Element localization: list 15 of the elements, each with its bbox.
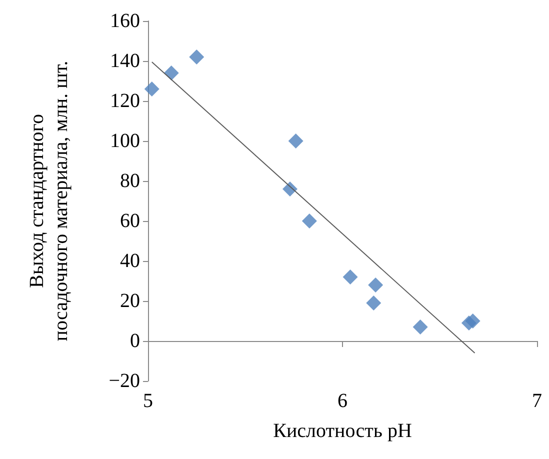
y-axis-title: Выход стандартного посадочного материала, млн. шт. [26,60,72,342]
y-tick-label: 40 [120,250,140,272]
y-tick-label: 160 [110,10,140,32]
y-tick-label: 120 [110,90,140,112]
y-tick-label: −20 [108,370,140,392]
y-tick-label: 80 [120,170,140,192]
y-tick-label: 140 [110,50,140,72]
y-tick-label: 20 [120,290,140,312]
x-tick-label: 6 [338,390,348,412]
x-tick-label: 7 [532,390,542,412]
y-tick-label: 100 [110,130,140,152]
y-tick-label: 0 [130,330,140,352]
x-tick-label: 5 [143,390,153,412]
y-tick-label: 60 [120,210,140,232]
x-axis-title: Кислотность pH [273,420,412,442]
